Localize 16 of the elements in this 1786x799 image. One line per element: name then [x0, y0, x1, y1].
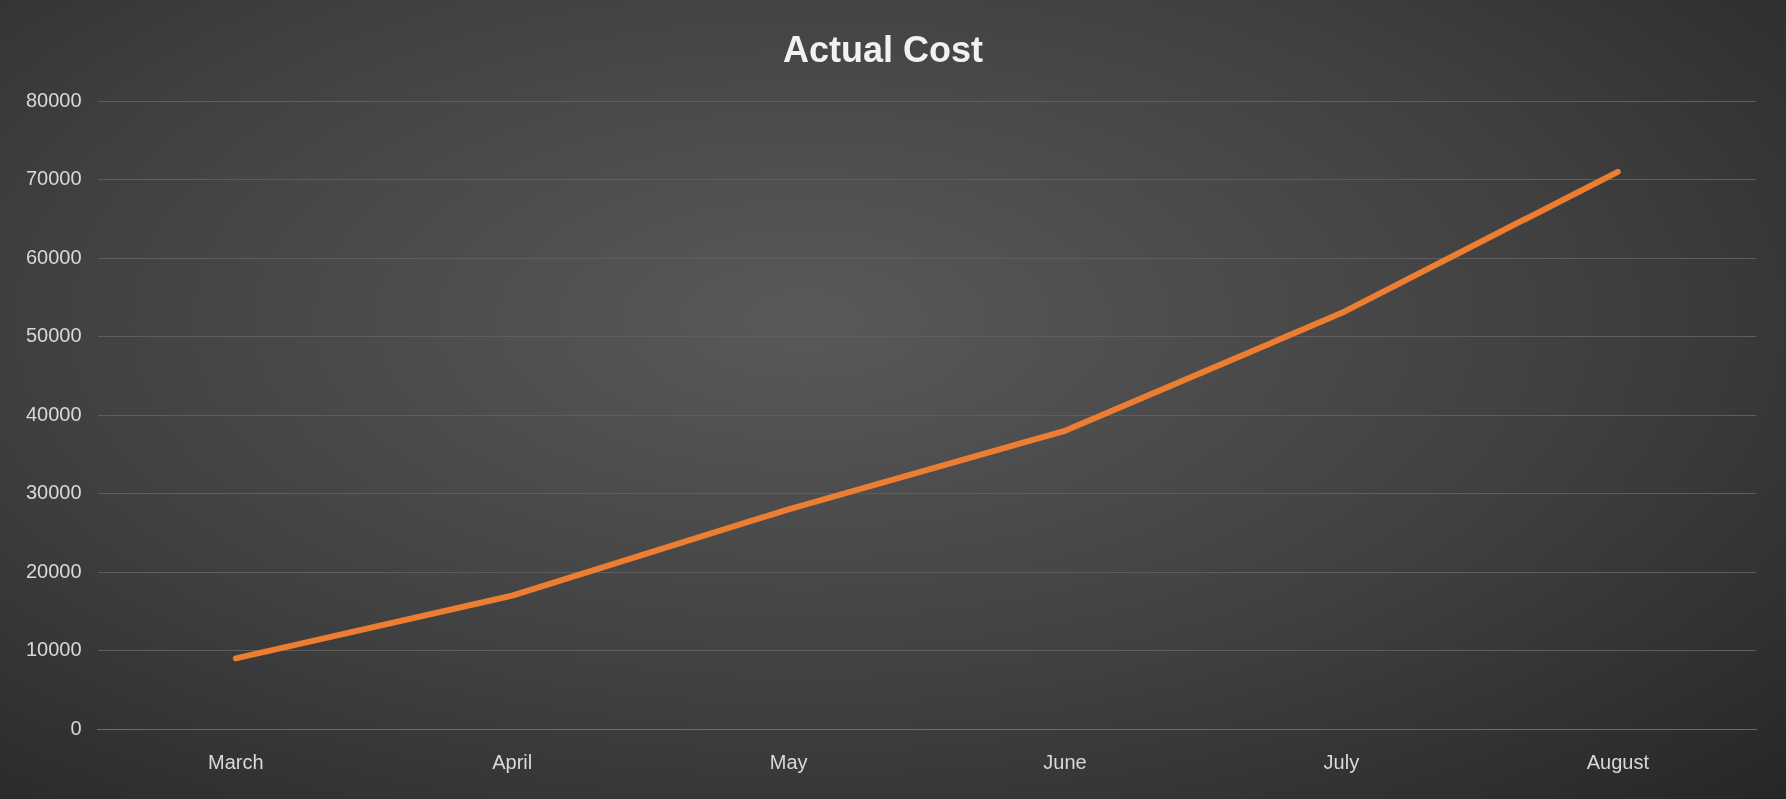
chart-title: Actual Cost: [782, 28, 984, 70]
x-tick-label: August: [1586, 750, 1650, 773]
y-tick-label: 0: [70, 716, 82, 739]
y-tick-label: 10000: [25, 638, 82, 661]
y-tick-label: 40000: [25, 402, 82, 425]
x-tick-label: July: [1323, 750, 1360, 773]
y-tick-label: 70000: [25, 167, 82, 190]
y-tick-label: 20000: [25, 559, 82, 582]
y-tick-label: 50000: [25, 324, 82, 347]
y-tick-label: 30000: [25, 481, 82, 504]
x-tick-label: May: [769, 750, 808, 773]
x-tick-label: June: [1043, 750, 1087, 773]
y-tick-label: 60000: [25, 245, 82, 268]
x-tick-label: March: [208, 750, 264, 773]
x-tick-label: April: [492, 750, 533, 773]
y-tick-label: 80000: [25, 88, 82, 111]
